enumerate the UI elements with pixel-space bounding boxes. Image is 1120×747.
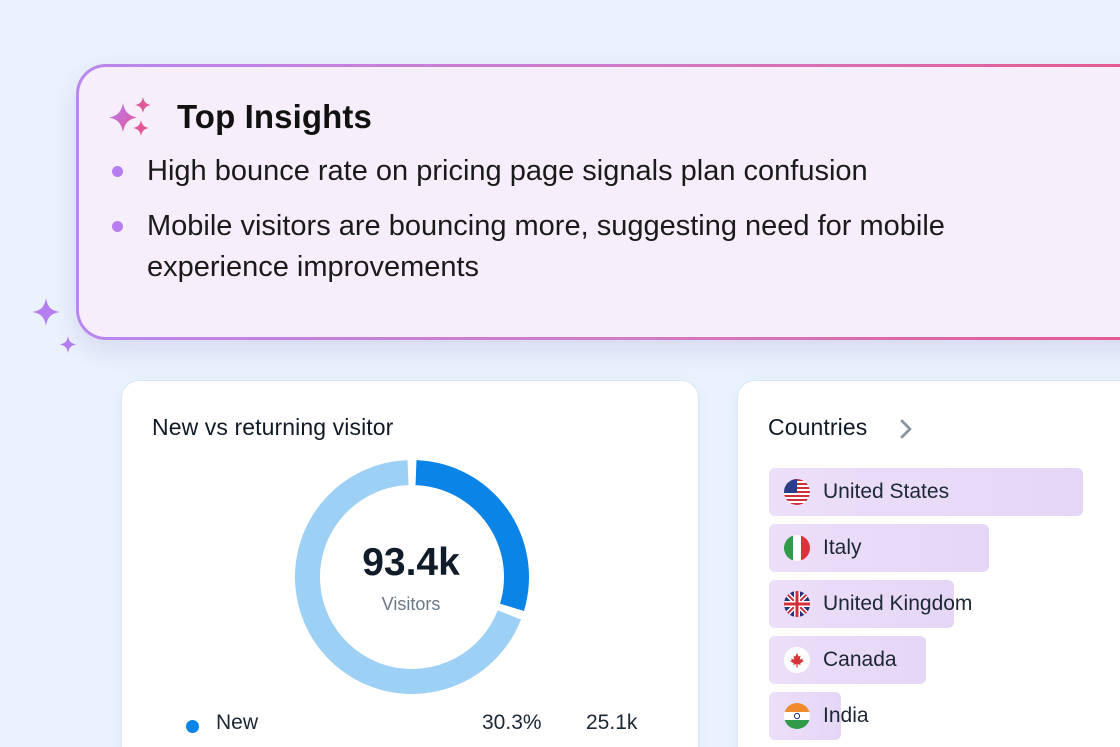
country-name: United Kingdom [823, 592, 973, 615]
donut-total-label: Visitors [381, 594, 441, 614]
insight-text: Mobile visitors are bouncing more, sugge… [147, 210, 945, 283]
it-flag-icon [784, 535, 810, 561]
bullet-dot-icon [112, 221, 123, 232]
country-bar [769, 468, 1083, 516]
countries-title-link[interactable]: Countries [768, 414, 868, 440]
insight-text: High bounce rate on pricing page signals… [147, 155, 868, 187]
country-name: Canada [823, 648, 897, 671]
card-title: New vs returning visitor [152, 414, 394, 440]
donut-total-value: 93.4k [362, 541, 460, 584]
insight-item: High bounce rate on pricing page signals… [109, 151, 1029, 192]
country-name: United States [823, 480, 950, 503]
ai-sparkle-icon [109, 97, 151, 136]
us-flag-icon [784, 479, 810, 505]
sparkles-decoration-icon [32, 298, 77, 353]
country-name: Italy [823, 536, 862, 559]
insights-card-border: Top Insights High bounce rate on pricing… [76, 64, 1120, 340]
visitors-donut-chart [295, 460, 529, 694]
insights-list: High bounce rate on pricing page signals… [109, 151, 1120, 288]
insights-header: Top Insights [109, 97, 1120, 137]
country-name: India [823, 704, 869, 727]
uk-flag-icon [784, 591, 810, 617]
donut-segment-new [415, 460, 529, 611]
bullet-dot-icon [112, 166, 123, 177]
in-flag-icon [784, 703, 810, 729]
insight-item: Mobile visitors are bouncing more, sugge… [109, 206, 1029, 288]
insights-card: Top Insights High bounce rate on pricing… [79, 67, 1120, 337]
legend-dot-icon [186, 720, 199, 733]
legend-row-new: New 30.3% 25.1k [186, 711, 646, 739]
ca-flag-icon [784, 647, 810, 673]
legend-percent: 30.3% [482, 711, 542, 734]
legend-name: New [216, 711, 259, 734]
countries-card[interactable]: Countries United States [737, 380, 1120, 747]
insights-title: Top Insights [177, 98, 372, 135]
chevron-right-icon[interactable] [896, 417, 916, 441]
visitors-card: New vs returning visitor 93.4k Visitors … [121, 380, 699, 747]
legend-count: 25.1k [586, 711, 638, 734]
